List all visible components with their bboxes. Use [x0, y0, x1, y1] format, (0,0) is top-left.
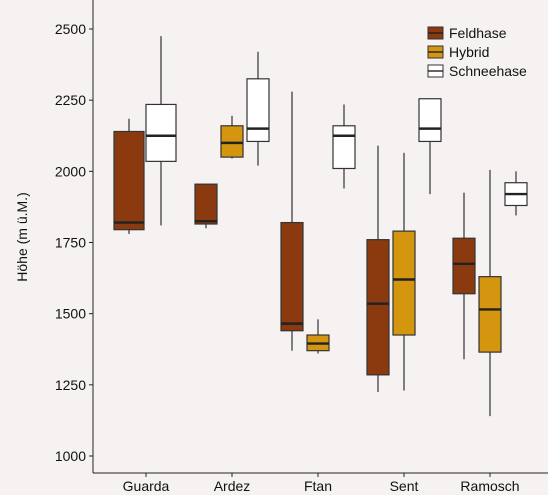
y-tick-label: 1000 [55, 448, 86, 464]
box-feldhase-sent [366, 145, 390, 392]
y-tick-label: 1500 [55, 306, 86, 322]
box-rect [478, 276, 502, 353]
box-rect [246, 78, 270, 143]
y-tick-label: 2250 [55, 92, 86, 108]
x-tick-label: Ardez [214, 478, 251, 494]
box-rect [280, 221, 304, 332]
box-hybrid-sent [392, 152, 416, 391]
box-hybrid-ardez [220, 115, 244, 159]
x-axis: Guarda Ardez Ftan Sent Ramosch [93, 472, 548, 494]
legend: Feldhase Hybrid Schneehase [427, 25, 527, 79]
x-tick-label: Ramosch [460, 478, 519, 494]
box-feldhase-ardez [194, 183, 218, 229]
box-rect [145, 103, 177, 162]
box-rect [392, 230, 416, 336]
box-rect [332, 125, 356, 170]
box-schneehase-sent [418, 98, 442, 195]
box-rect [113, 130, 145, 231]
box-rect [452, 237, 476, 295]
x-tick-label: Guarda [123, 478, 170, 494]
y-tick-label: 1750 [55, 235, 86, 251]
box-group [113, 36, 528, 417]
box-schneehase-ardez [246, 51, 270, 166]
box-schneehase-ramosch [504, 171, 528, 216]
box-rect [366, 239, 390, 376]
box-schneehase-guarda [145, 36, 177, 226]
y-tick-label: 2000 [55, 163, 86, 179]
x-tick-label: Ftan [304, 478, 332, 494]
x-tick-label: Sent [390, 478, 419, 494]
box-feldhase-ramosch [452, 192, 476, 360]
box-hybrid-ramosch [478, 169, 502, 417]
legend-label-schneehase: Schneehase [449, 63, 527, 79]
legend-label-feldhase: Feldhase [449, 25, 507, 41]
legend-label-hybrid: Hybrid [449, 44, 489, 60]
box-hybrid-ftan [306, 319, 330, 354]
box-rect [220, 125, 244, 158]
box-feldhase-guarda [113, 118, 145, 234]
box-rect [418, 98, 442, 143]
plot-panel [93, 0, 548, 473]
box-rect [194, 183, 218, 225]
box-schneehase-ftan [332, 104, 356, 189]
y-tick-label: 1250 [55, 377, 86, 393]
y-axis: 1000 1250 1500 1750 2000 2250 2500 [55, 0, 94, 473]
y-axis-title: Höhe (m ü.M.) [14, 192, 30, 281]
y-tick-label: 2500 [55, 21, 86, 37]
box-feldhase-ftan [280, 91, 304, 351]
